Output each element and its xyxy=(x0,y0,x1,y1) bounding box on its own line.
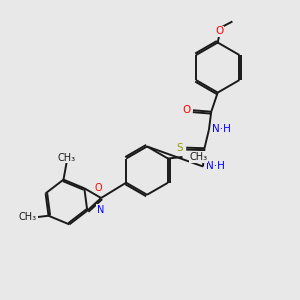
Text: O: O xyxy=(182,105,190,115)
Text: O: O xyxy=(94,183,102,193)
Text: CH₃: CH₃ xyxy=(190,152,208,162)
Text: S: S xyxy=(176,142,183,153)
Text: CH₃: CH₃ xyxy=(19,212,37,222)
Text: O: O xyxy=(215,26,223,36)
Text: N·H: N·H xyxy=(212,124,231,134)
Text: N·H: N·H xyxy=(206,161,225,172)
Text: N: N xyxy=(97,205,104,214)
Text: CH₃: CH₃ xyxy=(57,153,76,163)
